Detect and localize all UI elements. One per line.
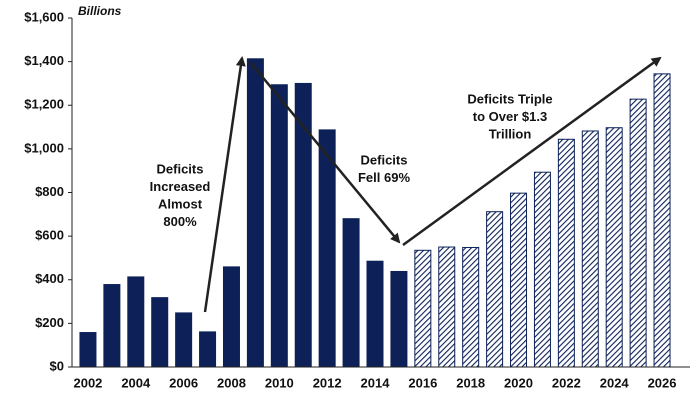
x-tick-label: 2026 — [648, 375, 677, 390]
y-tick-label: $1,400 — [24, 53, 64, 68]
annotation: Trillion — [489, 126, 532, 141]
bar — [605, 127, 623, 368]
bar — [175, 312, 193, 368]
x-tick-label: 2008 — [217, 375, 246, 390]
bar — [629, 98, 647, 368]
bar — [510, 192, 528, 368]
x-tick-label: 2014 — [361, 375, 391, 390]
annotation: Increased — [150, 179, 211, 194]
bar — [414, 249, 432, 368]
bar — [246, 58, 264, 368]
bar — [366, 260, 384, 368]
x-tick-label: 2016 — [408, 375, 437, 390]
arrow — [203, 56, 246, 313]
bar — [462, 246, 480, 368]
x-tick-label: 2004 — [121, 375, 151, 390]
x-tick-label: 2002 — [73, 375, 102, 390]
unit-label: Billions — [78, 4, 122, 18]
bar — [103, 284, 121, 368]
annotation: Deficits Triple — [467, 91, 552, 106]
y-tick-label: $800 — [35, 184, 64, 199]
x-tick-label: 2022 — [552, 375, 581, 390]
bar — [581, 130, 599, 368]
bar — [79, 332, 97, 368]
arrow — [402, 56, 662, 247]
bar — [557, 138, 575, 368]
bar — [390, 270, 408, 368]
y-tick-label: $600 — [35, 228, 64, 243]
x-tick-label: 2012 — [313, 375, 342, 390]
y-tick-label: $0 — [50, 358, 64, 373]
annotation: 800% — [163, 214, 197, 229]
bar — [533, 171, 551, 368]
bar — [151, 297, 169, 368]
y-tick-label: $400 — [35, 271, 64, 286]
x-tick-label: 2006 — [169, 375, 198, 390]
y-tick-label: $200 — [35, 315, 64, 330]
y-tick-label: $1,600 — [24, 9, 64, 24]
x-tick-label: 2024 — [600, 375, 630, 390]
annotation: to Over $1.3 — [473, 109, 547, 124]
x-tick-label: 2020 — [504, 375, 533, 390]
bar — [199, 331, 217, 368]
y-tick-label: $1,000 — [24, 140, 64, 155]
bar — [270, 84, 288, 368]
bar — [486, 211, 504, 368]
x-tick-label: 2010 — [265, 375, 294, 390]
bar — [127, 276, 145, 368]
bar — [653, 73, 671, 368]
bar — [318, 129, 336, 368]
bar — [222, 266, 240, 368]
y-tick-label: $1,200 — [24, 97, 64, 112]
bar — [438, 246, 456, 368]
bar — [342, 218, 360, 368]
annotation: Deficits — [361, 152, 408, 167]
arrow — [249, 61, 401, 244]
annotation: Almost — [158, 196, 203, 211]
x-tick-label: 2018 — [456, 375, 485, 390]
annotation: Fell 69% — [358, 170, 410, 185]
annotation: Deficits — [157, 161, 204, 176]
